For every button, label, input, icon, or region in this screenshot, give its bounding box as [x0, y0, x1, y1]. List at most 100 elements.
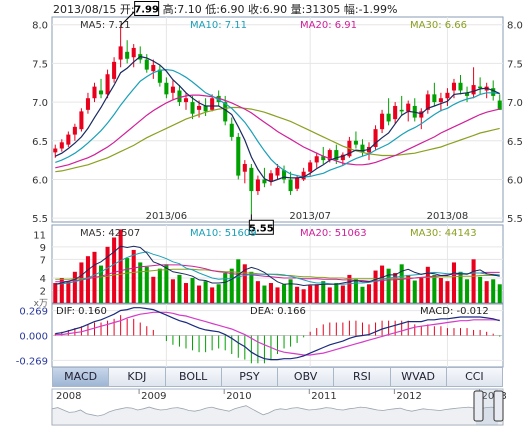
annotation-high: 7.99: [134, 5, 159, 16]
volume-bar: [203, 281, 208, 303]
volume-bar: [125, 258, 130, 303]
volume-bar: [79, 262, 84, 303]
candle-body: [406, 103, 411, 112]
candle-body: [72, 126, 77, 135]
candle-body: [190, 102, 195, 114]
candle-body: [438, 98, 443, 103]
price-tick-right: 6.0: [507, 175, 523, 186]
candle-body: [497, 100, 502, 110]
volume-bar: [105, 246, 110, 303]
macd-tick: 0.000: [19, 332, 48, 343]
indicator-tabs: MACD KDJ BOLL PSY OBV RSI WVAD CCI: [52, 367, 503, 387]
candle-body: [98, 90, 104, 95]
tab-kdj[interactable]: KDJ: [109, 368, 166, 386]
candle-body: [223, 102, 228, 122]
volume-bar: [497, 284, 502, 303]
volume-bar: [255, 281, 260, 303]
tab-wvad[interactable]: WVAD: [391, 368, 447, 386]
candle-body: [458, 82, 463, 91]
candle-body: [308, 162, 313, 172]
candle-body: [92, 86, 97, 99]
overview-year: 2012: [396, 391, 421, 402]
volume-bar: [183, 283, 189, 303]
tab-boll[interactable]: BOLL: [166, 368, 222, 386]
volume-bar: [425, 266, 430, 303]
volume-bar: [491, 279, 496, 303]
ma-label: MA20: 6.91: [300, 20, 357, 31]
macd-tick: -0.269: [16, 356, 48, 367]
annotation-box: [134, 1, 160, 17]
date-label: 2013/07: [289, 211, 331, 222]
volume-bar: [138, 262, 143, 303]
candle-body: [157, 69, 162, 83]
vol-ma5-line: [55, 245, 500, 287]
volume-bar: [197, 285, 202, 303]
candle-body: [144, 59, 149, 70]
volume-bar: [53, 283, 58, 303]
candle-body: [334, 150, 339, 161]
candle-body: [386, 113, 391, 122]
tab-psy[interactable]: PSY: [222, 368, 278, 386]
candle-body: [131, 47, 136, 58]
candle-body: [125, 51, 130, 59]
candle-body: [249, 167, 254, 192]
price-tick-left: 7.5: [32, 59, 48, 70]
candle-body: [85, 98, 90, 110]
overview-handle-right: [493, 390, 504, 422]
volume-bar: [334, 283, 339, 303]
candle-body: [66, 134, 71, 145]
date-label: 2013/08: [427, 211, 469, 222]
candle-body: [112, 61, 117, 79]
tab-macd[interactable]: MACD: [53, 368, 110, 386]
vol-ma20-line: [55, 264, 500, 283]
volume-bar: [98, 265, 104, 303]
volume-bar: [190, 278, 195, 303]
tab-obv[interactable]: OBV: [278, 368, 335, 386]
candle-body: [451, 82, 457, 91]
volume-bar: [471, 259, 476, 303]
volume-tick: 11: [33, 230, 46, 241]
volume-tick: 7: [40, 255, 46, 266]
candle-body: [262, 179, 267, 184]
macd-label: MACD: -0.012: [420, 306, 489, 317]
volume-bar: [478, 276, 483, 303]
vol-ma-label: MA30: 44143: [410, 228, 477, 239]
overview-handle-left: [473, 390, 484, 422]
annotation-leader: [120, 11, 135, 26]
candle-body: [465, 92, 470, 96]
volume-bar: [399, 264, 404, 303]
ma-label: MA30: 6.66: [410, 20, 467, 31]
volume-bar: [288, 279, 293, 303]
volume-bar: [484, 281, 489, 303]
volume-bar: [131, 249, 136, 303]
overview-year: 2009: [141, 391, 166, 402]
price-tick-left: 6.5: [32, 137, 48, 148]
tab-cci[interactable]: CCI: [465, 370, 484, 383]
dea-label: DEA: 0.166: [250, 306, 306, 317]
volume-bar: [445, 281, 450, 303]
candle-body: [197, 105, 202, 110]
candle-body: [216, 95, 221, 103]
candle-body: [399, 109, 404, 112]
volume-bar: [118, 229, 123, 303]
volume-tick: 4: [40, 274, 46, 285]
volume-bar: [432, 274, 437, 303]
price-tick-right: 5.5: [507, 214, 523, 225]
volume-bar: [242, 264, 247, 303]
tab-rsi[interactable]: RSI: [334, 368, 391, 386]
candle-body: [432, 94, 437, 103]
overview-area: [51, 405, 504, 426]
volume-bar: [268, 283, 273, 303]
overview-year: 2011: [311, 391, 336, 402]
volume-tick: 2: [40, 287, 46, 298]
vol-ma-label: MA10: 51609: [190, 228, 257, 239]
overview-year: 2010: [226, 391, 251, 402]
volume-bar: [314, 284, 319, 303]
dif-label: DIF: 0.160: [56, 306, 107, 317]
volume-bar: [419, 278, 424, 303]
price-tick-left: 8.0: [32, 21, 48, 32]
price-tick-left: 7.0: [32, 98, 48, 109]
volume-unit: x万: [34, 299, 48, 309]
volume-bar: [340, 285, 345, 303]
